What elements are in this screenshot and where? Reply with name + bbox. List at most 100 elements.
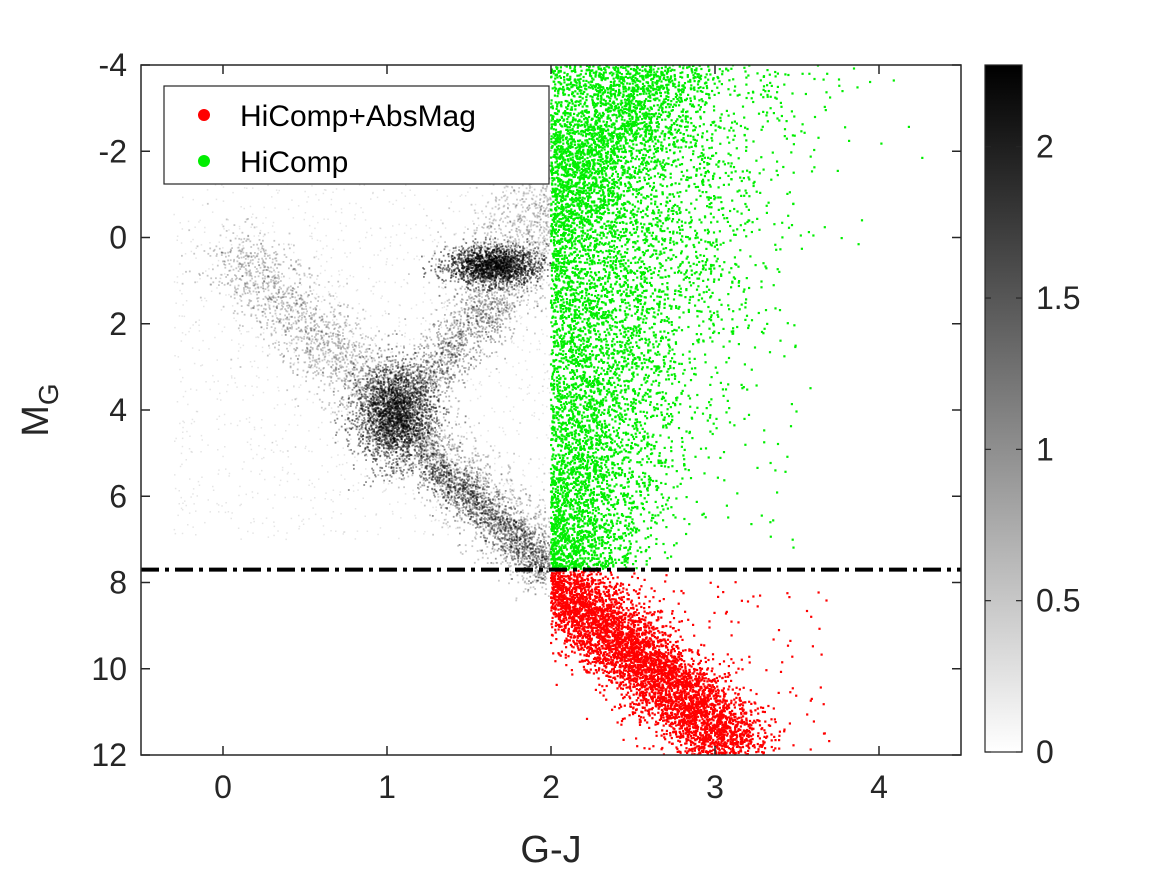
scatter-point — [420, 472, 422, 474]
scatter-point — [289, 233, 291, 235]
scatter-point — [416, 452, 418, 454]
scatter-point — [264, 278, 266, 280]
scatter-point — [535, 572, 537, 574]
scatter-point — [254, 252, 256, 254]
scatter-point — [257, 248, 259, 250]
scatter-point — [369, 380, 371, 382]
scatter-point — [296, 328, 298, 330]
scatter-point — [304, 301, 306, 303]
scatter-point — [535, 513, 537, 515]
scatter-point — [216, 255, 218, 257]
scatter-point — [409, 465, 411, 467]
scatter-point — [316, 393, 318, 395]
scatter-point — [291, 343, 293, 345]
scatter-point — [262, 287, 264, 289]
scatter-point — [315, 374, 317, 376]
scatter-point — [378, 372, 380, 374]
scatter-point — [320, 369, 322, 371]
scatter-point — [325, 408, 327, 410]
scatter-point — [340, 348, 342, 350]
scatter-point — [293, 302, 295, 304]
scatter-point — [472, 524, 474, 526]
scatter-point — [389, 461, 391, 463]
scatter-point — [307, 349, 309, 351]
scatter-point — [515, 600, 517, 602]
scatter-point — [509, 562, 511, 564]
scatter-point — [269, 307, 271, 309]
scatter-point — [367, 359, 369, 361]
scatter-point — [289, 247, 291, 249]
scatter-point — [500, 498, 502, 500]
scatter-point — [262, 272, 264, 274]
scatter-point — [346, 369, 348, 371]
scatter-point — [356, 428, 358, 430]
scatter-point — [401, 441, 403, 443]
scatter-point — [486, 546, 488, 548]
scatter-point — [308, 337, 310, 339]
scatter-point — [366, 406, 368, 408]
scatter-point — [373, 394, 375, 396]
scatter-point — [441, 526, 443, 528]
scatter-point — [437, 500, 439, 502]
scatter-point — [379, 470, 381, 472]
scatter-point — [478, 422, 480, 424]
scatter-point — [510, 570, 512, 572]
scatter-point — [393, 467, 395, 469]
scatter-point — [445, 413, 447, 415]
scatter-point — [408, 426, 410, 428]
scatter-point — [269, 255, 271, 257]
scatter-point — [235, 267, 237, 269]
scatter-point — [496, 562, 498, 564]
scatter-point — [359, 381, 361, 383]
scatter-point — [436, 396, 438, 398]
scatter-point — [393, 378, 395, 380]
scatter-point — [305, 318, 307, 320]
scatter-point — [381, 439, 383, 441]
scatter-point — [405, 435, 407, 437]
scatter-point — [253, 282, 255, 284]
scatter-point — [527, 520, 529, 522]
scatter-point — [311, 364, 313, 366]
scatter-point — [324, 347, 326, 349]
scatter-point — [372, 439, 374, 441]
scatter-point — [483, 515, 485, 517]
scatter-point — [488, 478, 490, 480]
scatter-point — [428, 387, 430, 389]
scatter-point — [530, 555, 532, 557]
scatter-point — [432, 410, 434, 412]
scatter-point — [455, 397, 457, 399]
scatter-point — [337, 323, 339, 325]
scatter-point — [345, 381, 347, 383]
scatter-point — [492, 450, 494, 452]
scatter-point — [388, 436, 390, 438]
scatter-point — [502, 543, 504, 545]
scatter-point — [329, 385, 331, 387]
scatter-point — [317, 325, 319, 327]
scatter-point — [423, 434, 425, 436]
scatter-point — [342, 356, 344, 358]
scatter-point — [285, 334, 287, 336]
scatter-point — [272, 246, 274, 248]
scatter-point — [352, 307, 354, 309]
scatter-point — [266, 327, 268, 329]
scatter-point — [390, 366, 392, 368]
scatter-point — [293, 268, 295, 270]
scatter-point — [286, 343, 288, 345]
scatter-point — [356, 369, 358, 371]
scatter-point — [313, 328, 315, 330]
scatter-point — [232, 232, 234, 234]
scatter-point — [430, 356, 432, 358]
scatter-point — [534, 580, 536, 582]
scatter-point — [338, 411, 340, 413]
scatter-point — [290, 259, 292, 261]
scatter-point — [538, 514, 540, 516]
scatter-point — [245, 268, 247, 270]
scatter-point — [297, 362, 299, 364]
scatter-point — [387, 356, 389, 358]
scatter-point — [255, 314, 257, 316]
scatter-point — [265, 316, 267, 318]
scatter-point — [541, 587, 543, 589]
scatter-point — [230, 251, 232, 253]
scatter-point — [454, 471, 456, 473]
scatter-point — [487, 529, 489, 531]
